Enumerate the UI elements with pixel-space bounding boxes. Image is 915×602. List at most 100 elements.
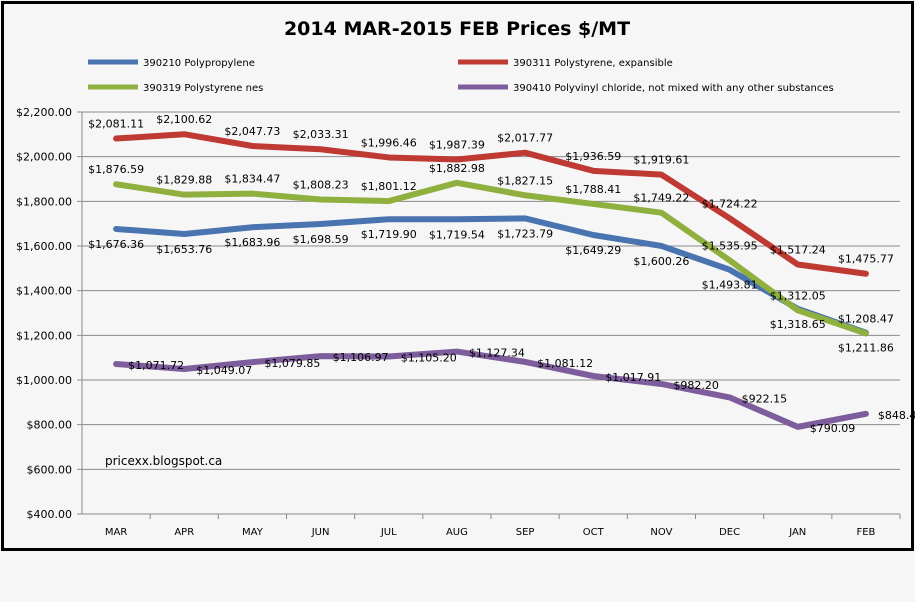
chart-title: 2014 MAR-2015 FEB Prices $/MT [284, 18, 630, 40]
data-point [524, 152, 526, 154]
data-point [592, 203, 594, 205]
data-point [115, 183, 117, 185]
data-point [456, 218, 458, 220]
data-point [115, 228, 117, 230]
data-labels: $1,676.36 $1,653.76 $1,683.96 $1,698.59 $1,7… [88, 113, 915, 435]
data-point [320, 223, 322, 225]
x-tick-label: JUL [380, 527, 397, 538]
data-point [865, 413, 867, 415]
data-point [660, 174, 662, 176]
data-label: $1,683.96 [224, 236, 280, 249]
data-label: $2,047.73 [224, 125, 280, 138]
data-label: $1,676.36 [88, 238, 144, 251]
data-point [660, 383, 662, 385]
data-label: $1,719.54 [429, 228, 485, 241]
x-tick-label: JUN [311, 527, 330, 538]
data-point [183, 194, 185, 196]
data-point [115, 138, 117, 140]
y-tick-label: $800.00 [27, 419, 73, 432]
x-tick-label: FEB [856, 527, 875, 538]
data-label: $1,535.95 [702, 239, 758, 252]
data-label: $1,827.15 [497, 174, 553, 187]
x-tick-label: JAN [788, 527, 806, 538]
y-tick-label: $1,400.00 [16, 285, 72, 298]
y-tick-label: $1,800.00 [16, 195, 72, 208]
data-point [320, 198, 322, 200]
x-tick-label: DEC [719, 527, 740, 538]
data-point [524, 194, 526, 196]
data-label: $1,105.20 [401, 352, 457, 365]
grid [82, 111, 900, 470]
y-tick-label: $1,000.00 [16, 374, 72, 387]
data-label: $1,493.81 [702, 279, 758, 292]
data-point [456, 182, 458, 184]
data-label: $2,033.31 [293, 128, 349, 141]
x-tick-label: MAY [242, 527, 264, 538]
x-tick-label: SEP [516, 527, 535, 538]
x-tick-label: OCT [583, 527, 605, 538]
data-point [729, 269, 731, 271]
data-point [251, 145, 253, 147]
data-label: $1,049.07 [196, 364, 252, 377]
x-tick-label: APR [174, 527, 194, 538]
watermark-annotation: pricexx.blogspot.ca [105, 454, 222, 468]
data-label: $1,919.61 [633, 154, 689, 167]
data-label: $1,876.59 [88, 163, 144, 176]
data-point [456, 351, 458, 353]
data-label: $1,829.88 [156, 174, 212, 187]
data-label: $1,724.22 [702, 197, 758, 210]
data-label: $1,801.12 [361, 180, 417, 193]
series-line [113, 179, 869, 337]
data-label: $1,127.34 [469, 347, 525, 360]
x-tick-label: AUG [446, 527, 468, 538]
data-point [797, 426, 799, 428]
data-label: $1,882.98 [429, 162, 485, 175]
data-label: $1,996.46 [361, 136, 417, 149]
data-label: $1,987.39 [429, 138, 485, 151]
data-point [320, 148, 322, 150]
data-label: $1,017.91 [605, 371, 661, 384]
data-label: $1,936.59 [565, 150, 621, 163]
series-line [113, 131, 869, 277]
data-label: $1,211.86 [838, 342, 894, 355]
data-label: $1,071.72 [128, 359, 184, 372]
data-label: $790.09 [810, 422, 856, 435]
data-point [388, 200, 390, 202]
y-tick-label: $600.00 [27, 463, 73, 476]
data-label: $2,100.62 [156, 113, 212, 126]
data-label: $1,600.26 [633, 255, 689, 268]
legend: 390210 Polypropylene 390311 Polystyrene, … [88, 58, 834, 94]
y-tick-label: $400.00 [27, 508, 73, 521]
y-tick-label: $2,200.00 [16, 106, 72, 119]
data-point [592, 170, 594, 172]
data-label: $848.48 [878, 409, 915, 422]
y-tick-label: $1,200.00 [16, 329, 72, 342]
series-line [113, 348, 869, 430]
data-label: $1,719.90 [361, 228, 417, 241]
data-point [183, 368, 185, 370]
chart-frame [1, 1, 914, 551]
data-point [388, 356, 390, 358]
y-tick-label: $1,600.00 [16, 240, 72, 253]
x-tick-label: MAR [105, 527, 127, 538]
data-point [388, 156, 390, 158]
data-label: $1,788.41 [565, 183, 621, 196]
data-point [251, 193, 253, 195]
data-label: $1,475.77 [838, 253, 894, 266]
legend-label: 390319 Polystyrene nes [143, 83, 263, 94]
data-label: $1,208.47 [838, 312, 894, 325]
data-point [524, 217, 526, 219]
data-point [183, 233, 185, 235]
data-label: $1,081.12 [537, 357, 593, 370]
data-point [388, 218, 390, 220]
data-label: $2,017.77 [497, 132, 553, 145]
data-label: $1,106.97 [333, 351, 389, 364]
data-label: $1,517.24 [770, 243, 826, 256]
y-tick-label: $2,000.00 [16, 151, 72, 164]
data-point [865, 273, 867, 275]
data-point [797, 309, 799, 311]
data-point [251, 226, 253, 228]
data-label: $1,649.29 [565, 244, 621, 257]
data-point [320, 355, 322, 357]
